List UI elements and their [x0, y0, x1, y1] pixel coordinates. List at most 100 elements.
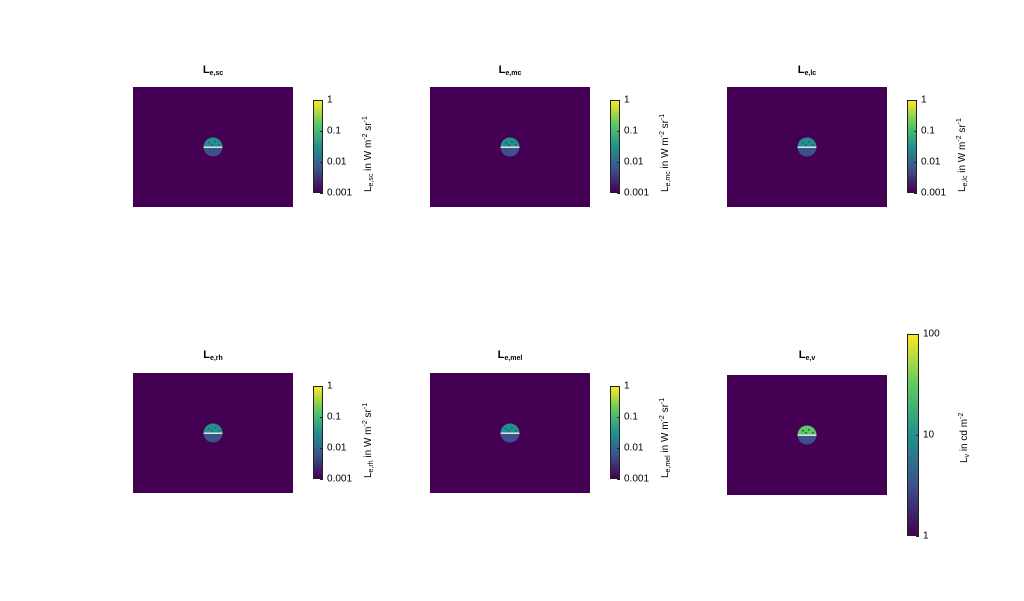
label-unit: in W m	[957, 141, 968, 176]
disk-speckle	[508, 144, 510, 146]
label-main: L	[660, 186, 671, 192]
disk-upper-region	[203, 423, 223, 433]
luminance-image	[727, 375, 887, 495]
disk-horizon-line	[500, 432, 520, 434]
label-sr: sr	[363, 409, 374, 421]
disk-speckle	[208, 142, 210, 144]
colorbar-label: Le,lc in W m-2 sr-1	[956, 118, 969, 192]
disk-speckle	[805, 432, 807, 434]
colorbar-tick-mark	[914, 193, 917, 194]
disk-speckle	[214, 141, 216, 143]
label-sr: sr	[660, 404, 671, 416]
disk-speckle	[515, 430, 517, 432]
colorbar-tick-label: 0.01	[624, 156, 644, 168]
colorbar-tick-label: 0.01	[327, 442, 347, 454]
colorbar-tick-mark	[916, 334, 919, 335]
label-exponent-2: -1	[659, 113, 666, 121]
colorbar-tick-label: 1	[327, 94, 333, 106]
colorbar-tick-label: 1	[923, 530, 929, 542]
label-exponent-2: -1	[362, 402, 369, 410]
disk-speckle	[218, 430, 220, 432]
label-main: L	[363, 186, 374, 192]
colorbar-tick-mark	[916, 536, 919, 537]
disk-speckle	[802, 430, 804, 432]
subplot-title: Le,v	[799, 349, 815, 362]
colorbar-tick-mark	[320, 100, 323, 101]
colorbar	[610, 386, 620, 479]
luminance-image	[133, 373, 293, 493]
label-main: L	[660, 472, 671, 478]
title-subscript: e,mel	[504, 355, 523, 362]
subplot-title: Le,rh	[203, 349, 223, 362]
label-main: L	[959, 457, 970, 463]
colorbar-tick-label: 0.001	[921, 187, 947, 199]
label-exponent-2: -1	[956, 118, 963, 125]
colorbar-tick-label: 10	[923, 429, 935, 441]
title-subscript: e,sc	[209, 70, 224, 77]
colorbar-tick-label: 1	[624, 94, 630, 106]
colorbar-tick-mark	[617, 386, 620, 387]
disk-lower-region	[797, 436, 817, 445]
label-exponent-1: -2	[362, 420, 369, 427]
luminance-image	[727, 87, 887, 207]
disk-speckle	[515, 144, 517, 146]
colorbar-tick-label: 0.1	[921, 125, 935, 137]
disk-speckle	[812, 144, 814, 146]
label-exponent-1: -2	[362, 133, 369, 140]
colorbar-tick-mark	[914, 162, 917, 163]
label-subscript: e,rh	[368, 460, 375, 473]
colorbar-tick-label: 1	[624, 380, 630, 392]
label-unit: in W m	[660, 137, 671, 172]
colorbar-tick-mark	[914, 131, 917, 132]
disk-lower-region	[500, 148, 520, 157]
disk-speckle	[805, 144, 807, 146]
colorbar-tick-mark	[916, 435, 919, 436]
colorbar-label: Lv in cd m-2	[958, 413, 971, 463]
label-exponent-1: -2	[659, 415, 666, 422]
colorbar-tick-label: 0.001	[624, 473, 650, 485]
luminance-image	[430, 87, 590, 207]
subplot-title: Le,mel	[498, 349, 523, 362]
colorbar-tick-label: 0.1	[624, 411, 638, 423]
subplot-title: Le,sc	[203, 64, 223, 77]
label-sr: sr	[957, 124, 968, 136]
disk-horizon-line	[500, 146, 520, 148]
label-unit: in W m	[363, 426, 374, 461]
colorbar-tick-label: 0.01	[921, 156, 941, 168]
colorbar	[907, 100, 917, 193]
label-subscript: v	[964, 453, 971, 458]
disk-speckle	[214, 427, 216, 429]
colorbar-tick-mark	[320, 193, 323, 194]
label-sr: sr	[660, 120, 671, 132]
disk-speckle	[505, 428, 507, 430]
disk-speckle	[802, 142, 804, 144]
colorbar-tick-label: 100	[923, 328, 940, 340]
disk-speckle	[808, 141, 810, 143]
label-exponent-1: -2	[958, 412, 965, 419]
colorbar-tick-mark	[617, 162, 620, 163]
title-main: L	[798, 349, 806, 361]
disk-upper-region	[500, 423, 520, 433]
colorbar-tick-mark	[617, 131, 620, 132]
colorbar-label: Le,mel in W m-2 sr-1	[659, 398, 672, 478]
title-subscript: e,rh	[209, 355, 223, 362]
colorbar-tick-mark	[320, 162, 323, 163]
colorbar-tick-mark	[320, 479, 323, 480]
colorbar-tick-mark	[914, 100, 917, 101]
label-unit: in W m	[660, 421, 671, 456]
subplot-title: Le,mc	[499, 64, 522, 77]
label-subscript: e,sc	[368, 173, 375, 187]
colorbar	[313, 386, 323, 479]
label-main: L	[363, 472, 374, 478]
colorbar-tick-mark	[617, 100, 620, 101]
title-main: L	[203, 349, 210, 361]
label-exponent-1: -2	[956, 135, 963, 142]
colorbar-label: Le,sc in W m-2 sr-1	[362, 116, 375, 192]
colorbar-tick-label: 0.1	[327, 125, 341, 137]
title-main: L	[498, 64, 506, 76]
disk-speckle	[511, 427, 513, 429]
colorbar-tick-label: 0.001	[327, 473, 353, 485]
label-exponent-2: -1	[362, 116, 369, 123]
colorbar-tick-label: 1	[921, 94, 927, 106]
colorbar-tick-mark	[320, 386, 323, 387]
